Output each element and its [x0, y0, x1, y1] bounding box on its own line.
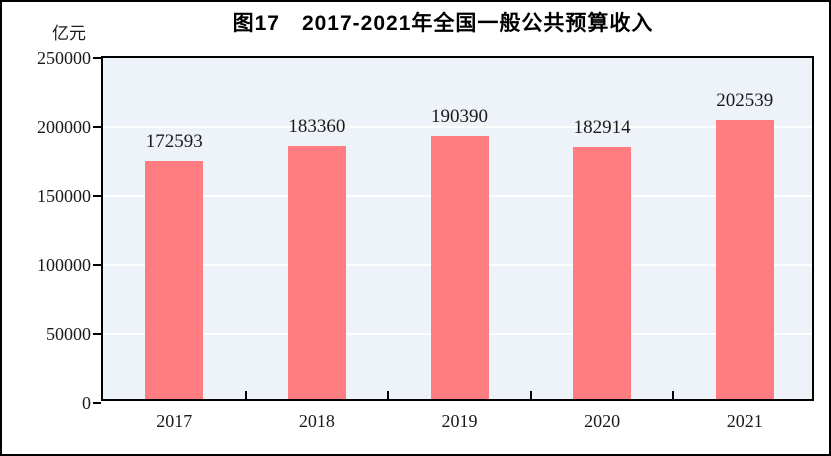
x-axis-tick-label-2020: 2020 — [584, 411, 621, 431]
x-axis-tick-label-2018: 2018 — [298, 411, 335, 431]
x-axis-tick-label-2017: 2017 — [156, 411, 193, 431]
bar-2018 — [287, 145, 346, 399]
x-axis-tick-1 — [244, 391, 247, 399]
bar-2021 — [715, 119, 774, 399]
x-axis-tick-2 — [387, 391, 390, 399]
y-axis-tick-label-150000: 150000 — [37, 186, 91, 206]
y-axis-tick-label-50000: 50000 — [46, 324, 91, 344]
y-axis-tick-200000 — [93, 126, 101, 128]
x-axis-tick-4 — [672, 391, 675, 399]
x-axis-tick-label-2021: 2021 — [726, 411, 763, 431]
x-axis-tick-3 — [529, 391, 532, 399]
bar-2020 — [573, 146, 632, 399]
bar-2017 — [145, 160, 204, 399]
y-axis-tick-label-200000: 200000 — [37, 117, 91, 137]
y-axis-unit-label: 亿元 — [52, 24, 86, 43]
y-axis-tick-label-250000: 250000 — [37, 48, 91, 68]
y-axis-tick-150000 — [93, 195, 101, 197]
y-axis-tick-0 — [93, 402, 101, 404]
y-axis-tick-label-100000: 100000 — [37, 255, 91, 275]
chart-title: 图17 2017-2021年全国一般公共预算收入 — [232, 12, 654, 35]
bar-value-label-2020: 182914 — [573, 116, 631, 138]
bar-value-label-2018: 183360 — [288, 115, 346, 137]
x-axis-tick-label-2019: 2019 — [441, 411, 478, 431]
y-axis-tick-50000 — [93, 333, 101, 335]
y-axis-tick-250000 — [93, 57, 101, 59]
gridline-200000 — [103, 126, 812, 128]
y-axis-tick-100000 — [93, 264, 101, 266]
plot-area: 172593 183360 190390 182914 202539 — [101, 56, 814, 401]
y-axis-tick-label-0: 0 — [82, 393, 91, 413]
bar-value-label-2019: 190390 — [431, 106, 488, 128]
bar-2019 — [430, 136, 489, 399]
bar-value-label-2017: 172593 — [145, 130, 203, 152]
bar-value-label-2021: 202539 — [716, 89, 774, 111]
